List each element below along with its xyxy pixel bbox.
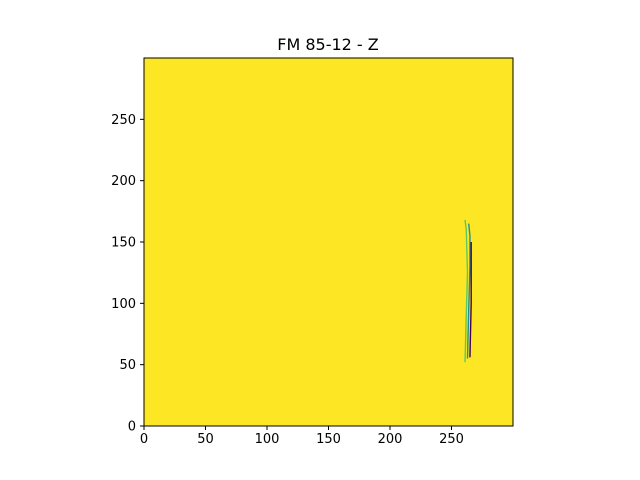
- x-tick-label: 250: [439, 432, 464, 447]
- y-tick-label: 250: [111, 113, 136, 128]
- y-axis: 0 50 100 150 200 250: [111, 113, 144, 435]
- x-tick-label: 150: [316, 432, 341, 447]
- x-tick-label: 100: [255, 432, 280, 447]
- y-tick-label: 0: [128, 420, 136, 435]
- x-axis: 0 50 100 150 200 250: [140, 426, 464, 447]
- anomaly-stroke-0: [464, 219, 469, 363]
- anomaly-stroke-1: [466, 223, 471, 359]
- y-tick-label: 50: [119, 358, 136, 373]
- y-tick-label: 200: [111, 174, 136, 189]
- plot-area: [143, 57, 514, 427]
- y-tick-label: 100: [111, 297, 136, 312]
- heatmap-field: [144, 58, 513, 426]
- chart-title: FM 85-12 - Z: [277, 35, 379, 54]
- y-tick-label: 150: [111, 236, 136, 251]
- anomaly-layer: [464, 219, 472, 363]
- x-tick-label: 0: [140, 432, 148, 447]
- x-tick-label: 50: [197, 432, 214, 447]
- anomaly-stroke-2: [469, 242, 472, 358]
- x-tick-label: 200: [378, 432, 403, 447]
